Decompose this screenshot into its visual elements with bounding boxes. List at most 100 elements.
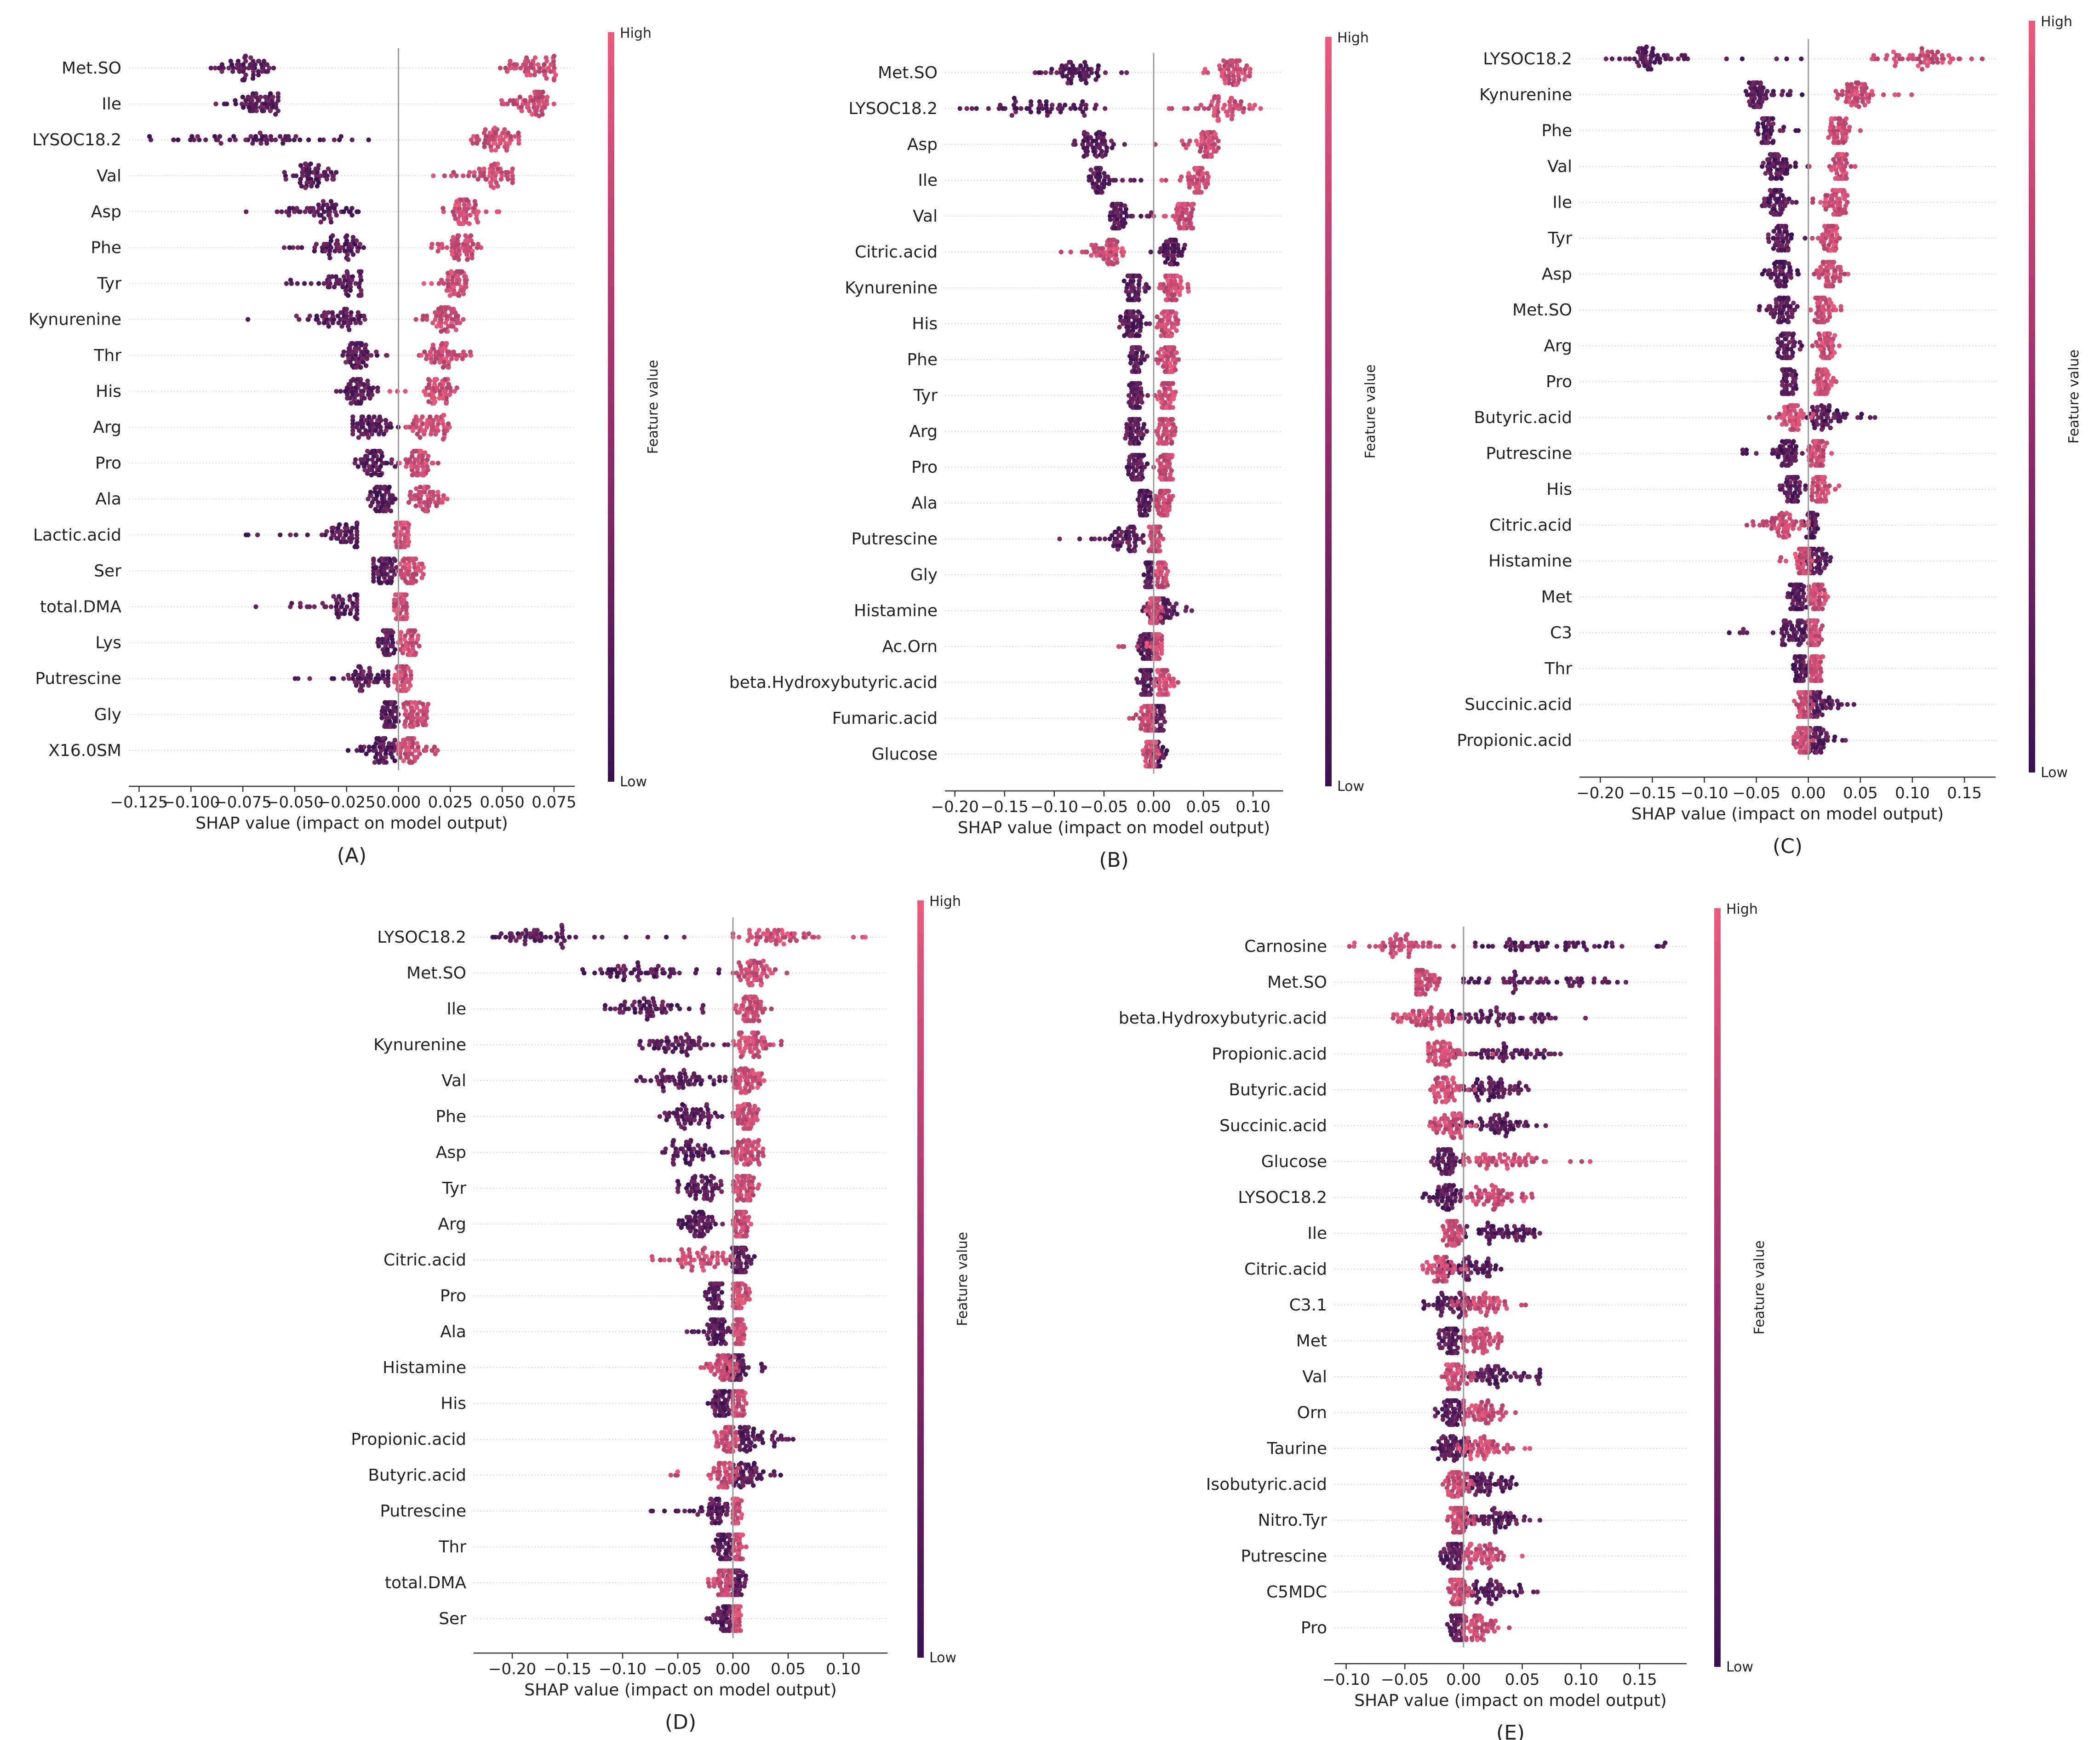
shap-point <box>260 134 265 139</box>
feature-dots <box>1059 237 1187 267</box>
shap-point <box>1851 99 1856 104</box>
shap-point <box>1773 188 1778 193</box>
shap-point <box>1980 56 1985 62</box>
feature-label: Kynurenine <box>845 279 938 298</box>
shap-point <box>443 321 448 326</box>
shap-point <box>1669 56 1674 62</box>
shap-point <box>467 221 472 226</box>
shap-point <box>1855 80 1861 86</box>
shap-point <box>1144 321 1149 326</box>
shap-point <box>433 431 438 437</box>
shap-point <box>469 255 475 261</box>
shap-point <box>380 736 386 741</box>
shap-point <box>374 736 379 741</box>
shap-point <box>1141 572 1146 578</box>
shap-point <box>365 349 370 355</box>
shap-point <box>463 274 468 279</box>
shap-point <box>1130 524 1135 530</box>
shap-point <box>350 526 355 531</box>
shap-point <box>489 148 494 153</box>
shap-point <box>532 72 537 78</box>
shap-point <box>249 98 255 103</box>
shap-point <box>1762 203 1768 208</box>
shap-point <box>1158 615 1163 620</box>
shap-point <box>217 65 222 71</box>
shap-point <box>189 134 195 139</box>
shap-point <box>1143 763 1149 769</box>
shap-point <box>353 281 358 286</box>
shap-point <box>306 137 311 143</box>
shap-point <box>429 241 435 247</box>
shap-point <box>326 310 331 315</box>
shap-point <box>1969 56 1974 62</box>
shap-point <box>377 414 382 419</box>
feature-label: Met.SO <box>62 59 121 78</box>
x-tick-label: 0.050 <box>480 793 524 812</box>
shap-point <box>420 414 425 419</box>
shap-point <box>1172 432 1177 437</box>
x-tick-label: −0.15 <box>981 798 1029 816</box>
feature-label: Gly <box>94 705 121 724</box>
shap-point <box>453 216 458 221</box>
shap-point <box>1200 171 1206 176</box>
shap-point <box>391 724 396 729</box>
shap-point <box>1829 121 1834 126</box>
shap-point <box>1163 260 1168 265</box>
shap-point <box>1186 171 1191 176</box>
shap-point <box>343 241 348 247</box>
shap-point <box>1237 67 1243 72</box>
shap-point <box>1096 63 1101 69</box>
shap-point <box>1871 53 1877 58</box>
shap-point <box>1137 381 1142 386</box>
shap-point <box>461 317 466 322</box>
shap-point <box>1145 393 1150 398</box>
shap-point <box>439 277 444 283</box>
shap-point <box>1116 526 1122 531</box>
shap-point <box>449 173 454 178</box>
shap-point <box>447 293 452 298</box>
shap-point <box>243 53 248 59</box>
shap-point <box>1204 130 1210 135</box>
shap-point <box>1841 140 1846 145</box>
shap-point <box>250 105 255 110</box>
shap-point <box>511 98 516 103</box>
shap-point <box>326 277 332 283</box>
shap-point <box>416 633 421 638</box>
shap-point <box>532 55 538 60</box>
shap-point <box>1127 273 1132 279</box>
feature-dots <box>208 53 558 83</box>
shap-point <box>1171 422 1176 427</box>
shap-point <box>1024 106 1030 111</box>
shap-point <box>218 141 223 146</box>
shap-point <box>510 166 515 172</box>
shap-point <box>1770 116 1775 121</box>
shap-point <box>435 385 440 390</box>
feature-label: Val <box>913 207 938 226</box>
shap-point <box>1171 396 1176 401</box>
shap-point <box>380 556 385 561</box>
shap-point <box>343 539 349 544</box>
shap-point <box>307 314 313 319</box>
shap-point <box>383 680 388 685</box>
shap-point <box>292 676 298 681</box>
shap-point <box>1167 476 1173 482</box>
shap-point <box>1784 56 1789 62</box>
feature-label: Met.SO <box>878 63 938 82</box>
shap-point <box>1078 63 1083 69</box>
shap-point <box>1179 174 1184 179</box>
shap-point <box>246 94 251 100</box>
shap-point <box>1782 171 1788 176</box>
feature-label: Putrescine <box>851 530 938 549</box>
shap-point <box>443 305 448 310</box>
shap-point <box>1755 80 1760 86</box>
shap-point <box>233 98 238 103</box>
shap-point <box>365 382 370 387</box>
shap-point <box>1206 106 1211 111</box>
shap-point <box>1059 249 1064 255</box>
shap-point <box>1160 744 1166 750</box>
feature-label: Phe <box>907 350 938 369</box>
feature-label: Lys <box>95 634 121 652</box>
shap-point <box>1122 203 1127 208</box>
shap-point <box>403 389 408 394</box>
shap-point <box>461 173 466 178</box>
